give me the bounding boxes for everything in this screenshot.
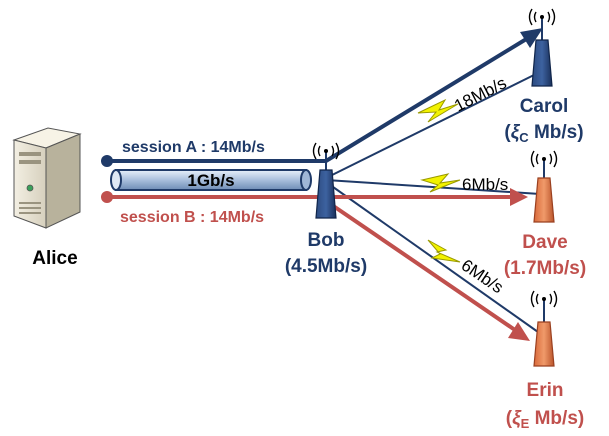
erin-rate: (ξE Mb/s) xyxy=(506,408,584,431)
alice-label: Alice xyxy=(32,248,77,269)
session-a-label: session A : 14Mb/s xyxy=(122,139,265,156)
server-icon xyxy=(14,128,80,228)
carol-rate: (ξC Mb/s) xyxy=(504,122,583,145)
erin-label: Erin xyxy=(527,380,564,401)
dave-label: Dave xyxy=(522,232,567,253)
erin-antenna-icon xyxy=(532,291,557,366)
pipe-1gbps: 1Gb/s xyxy=(111,170,311,190)
bob-label: Bob xyxy=(308,230,345,251)
link-erin-rate: 6Mb/s xyxy=(458,256,507,298)
wireless-links xyxy=(326,74,540,332)
lightning-bolt-icon xyxy=(418,100,460,262)
session-b-label: session B : 14Mb/s xyxy=(120,209,264,226)
dave-rate: (1.7Mb/s) xyxy=(504,258,586,279)
pipe-label: 1Gb/s xyxy=(187,171,234,190)
carol-label: Carol xyxy=(520,96,569,117)
bob-rate: (4.5Mb/s) xyxy=(285,256,367,277)
carol-antenna-icon xyxy=(530,9,555,86)
dave-antenna-icon xyxy=(532,151,557,222)
link-dave-rate: 6Mb/s xyxy=(462,175,508,194)
